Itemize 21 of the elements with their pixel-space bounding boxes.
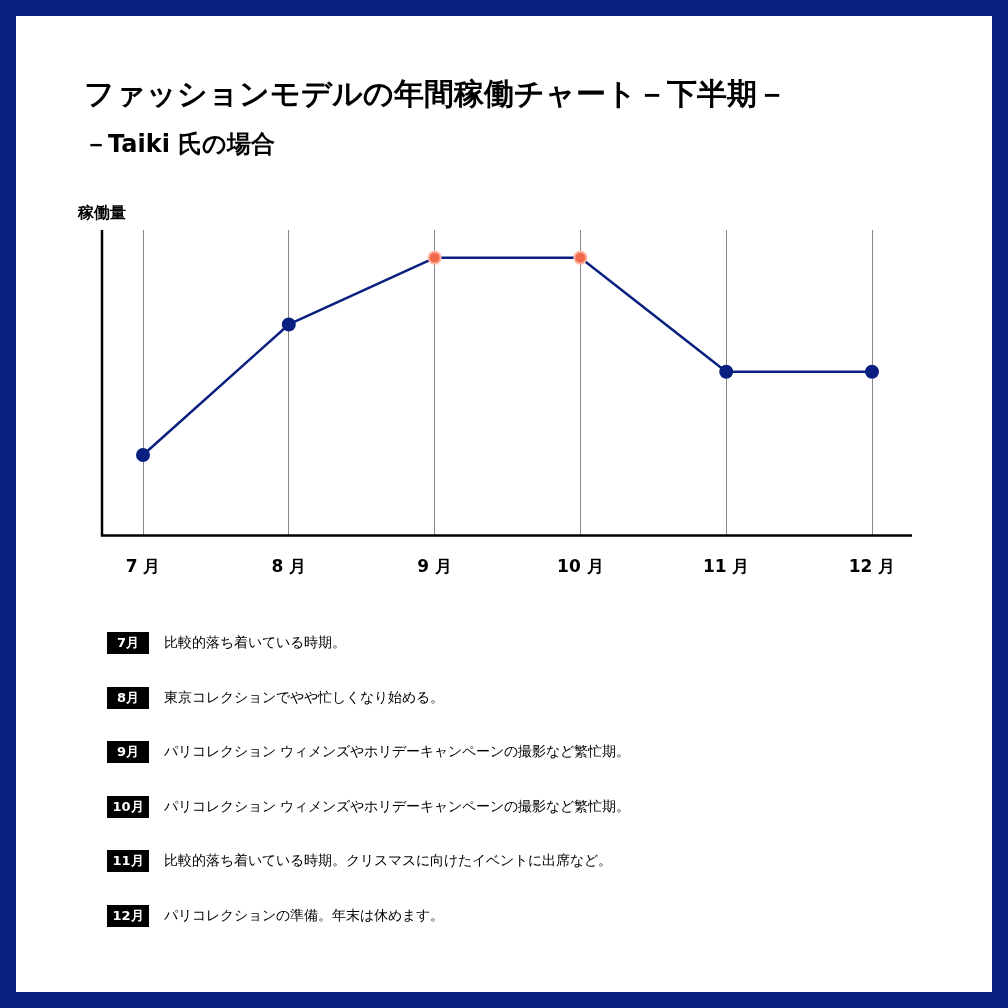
x-tick-label: 10 月 xyxy=(557,556,604,577)
category-label: 12月 xyxy=(112,907,144,923)
x-tick-label: 12 月 xyxy=(848,556,896,577)
chart-subtitle: －Taiki 氏の場合 xyxy=(84,129,276,160)
category-label: 9月 xyxy=(116,744,140,760)
text: 比較的落ち着いている時期。クリスマスに向けたイベントに出席など。 xyxy=(164,852,612,871)
x-tick-label: 11 月 xyxy=(702,556,750,577)
category-label: 8月 xyxy=(116,689,140,705)
text: パリコレクションの準備。年末は休めます。 xyxy=(164,906,444,925)
text: パリコレクション ウィメンズやホリデーキャンペーンの撮影など繁忙期。 xyxy=(164,743,631,762)
y-axis-title: 稼働量 xyxy=(77,203,126,223)
text: 東京コレクションでやや忙しくなり始める。 xyxy=(164,688,444,707)
chart-title: ファッションモデルの年間稼働チャート－下半期－ xyxy=(84,75,787,113)
text: 比較的落ち着いている時期。 xyxy=(164,634,346,652)
text: パリコレクション ウィメンズやホリデーキャンペーンの撮影など繁忙期。 xyxy=(164,797,631,816)
category-label: 7月 xyxy=(116,635,140,650)
category-label: 11月 xyxy=(112,853,144,869)
x-tick-label: 9 月 xyxy=(417,556,452,577)
x-tick-label: 8 月 xyxy=(271,556,307,577)
x-tick-label: 7 月 xyxy=(125,556,161,577)
category-label: 10月 xyxy=(112,798,144,814)
